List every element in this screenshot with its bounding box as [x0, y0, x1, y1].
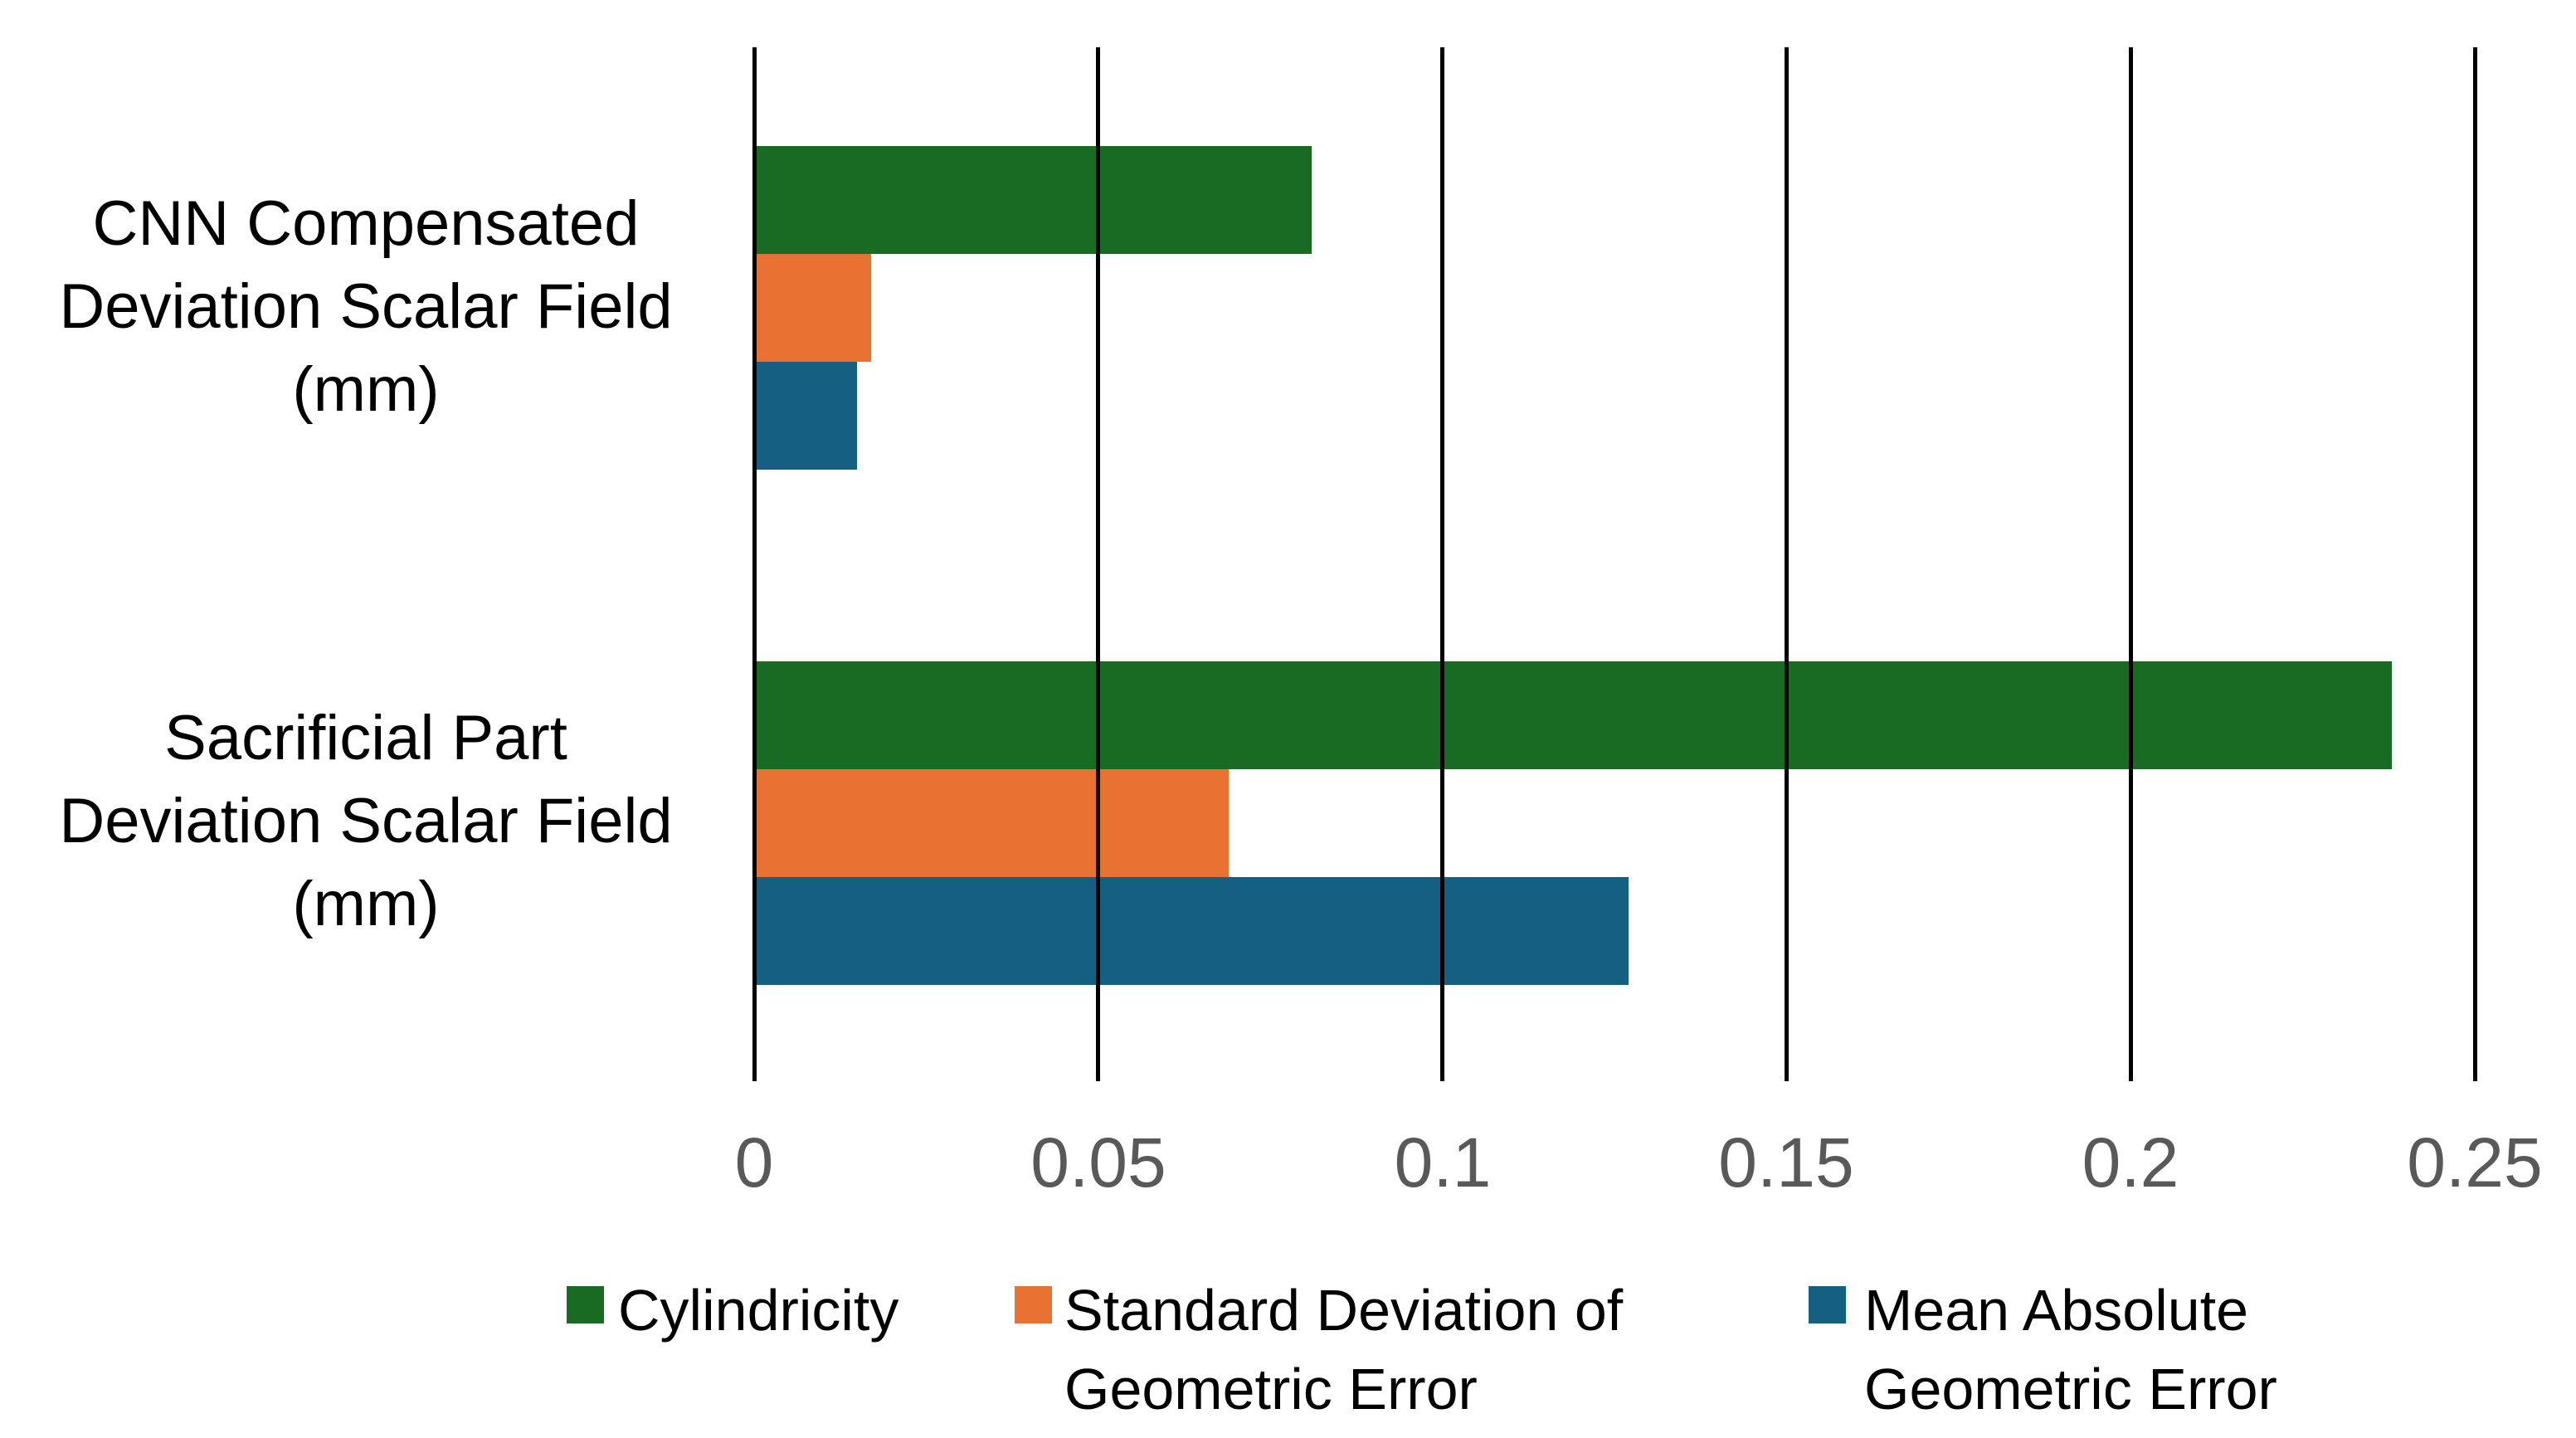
- legend-marker-mean-absolute: [1809, 1286, 1846, 1323]
- bar-mean-absolute-geometric-error-category-2: [754, 877, 1629, 985]
- legend-label-line: Mean Absolute: [1864, 1278, 2249, 1343]
- category-label-1: CNN Compensated Deviation Scalar Field (mm…: [0, 183, 739, 431]
- bar-mean-absolute-geometric-error-category-1: [754, 362, 857, 470]
- category-label-line: Deviation Scalar Field: [59, 271, 673, 342]
- category-label-2: Sacrificial Part Deviation Scalar Field (m…: [0, 697, 739, 946]
- x-tick-label-0.05: 0.05: [1030, 1124, 1166, 1202]
- x-tick-label-0.15: 0.15: [1718, 1124, 1854, 1202]
- bar-cylindricity-category-1: [754, 146, 1312, 254]
- legend-label-mean-absolute: Mean Absolute Geometric Error: [1864, 1271, 2277, 1429]
- gridline-0.15: [1785, 47, 1789, 1081]
- value-axis-line: [752, 47, 757, 1081]
- category-label-line: Deviation Scalar Field: [59, 786, 673, 856]
- category-label-line: CNN Compensated: [92, 188, 640, 259]
- category-label-line: (mm): [292, 869, 440, 939]
- legend-label-standard-deviation-of: Standard Deviation of Geometric Error: [1064, 1271, 1623, 1429]
- bar-cylindricity-category-2: [754, 661, 2392, 769]
- x-tick-label-0: 0: [734, 1124, 774, 1202]
- legend-marker-cylindricity: [567, 1286, 604, 1323]
- category-label-line: (mm): [292, 354, 440, 425]
- x-tick-label-0.1: 0.1: [1394, 1124, 1492, 1202]
- gridline-0.25: [2473, 47, 2477, 1081]
- legend-label-line: Cylindricity: [618, 1278, 899, 1343]
- category-label-line: Sacrificial Part: [164, 703, 567, 773]
- legend-label-line: Geometric Error: [1064, 1357, 1478, 1421]
- legend-marker-standard-deviation-of: [1015, 1286, 1052, 1323]
- bar-standard-deviation-of-geometric-error-category-2: [754, 769, 1229, 877]
- x-tick-label-0.2: 0.2: [2082, 1124, 2179, 1202]
- gridline-0.2: [2129, 47, 2133, 1081]
- gridline-0.05: [1096, 47, 1100, 1081]
- legend-label-line: Geometric Error: [1864, 1357, 2277, 1421]
- legend-label-line: Standard Deviation of: [1064, 1278, 1624, 1343]
- bar-standard-deviation-of-geometric-error-category-1: [754, 254, 871, 362]
- legend-label-cylindricity: Cylindricity: [618, 1271, 898, 1350]
- gridline-0.1: [1440, 47, 1444, 1081]
- x-tick-label-0.25: 0.25: [2407, 1124, 2543, 1202]
